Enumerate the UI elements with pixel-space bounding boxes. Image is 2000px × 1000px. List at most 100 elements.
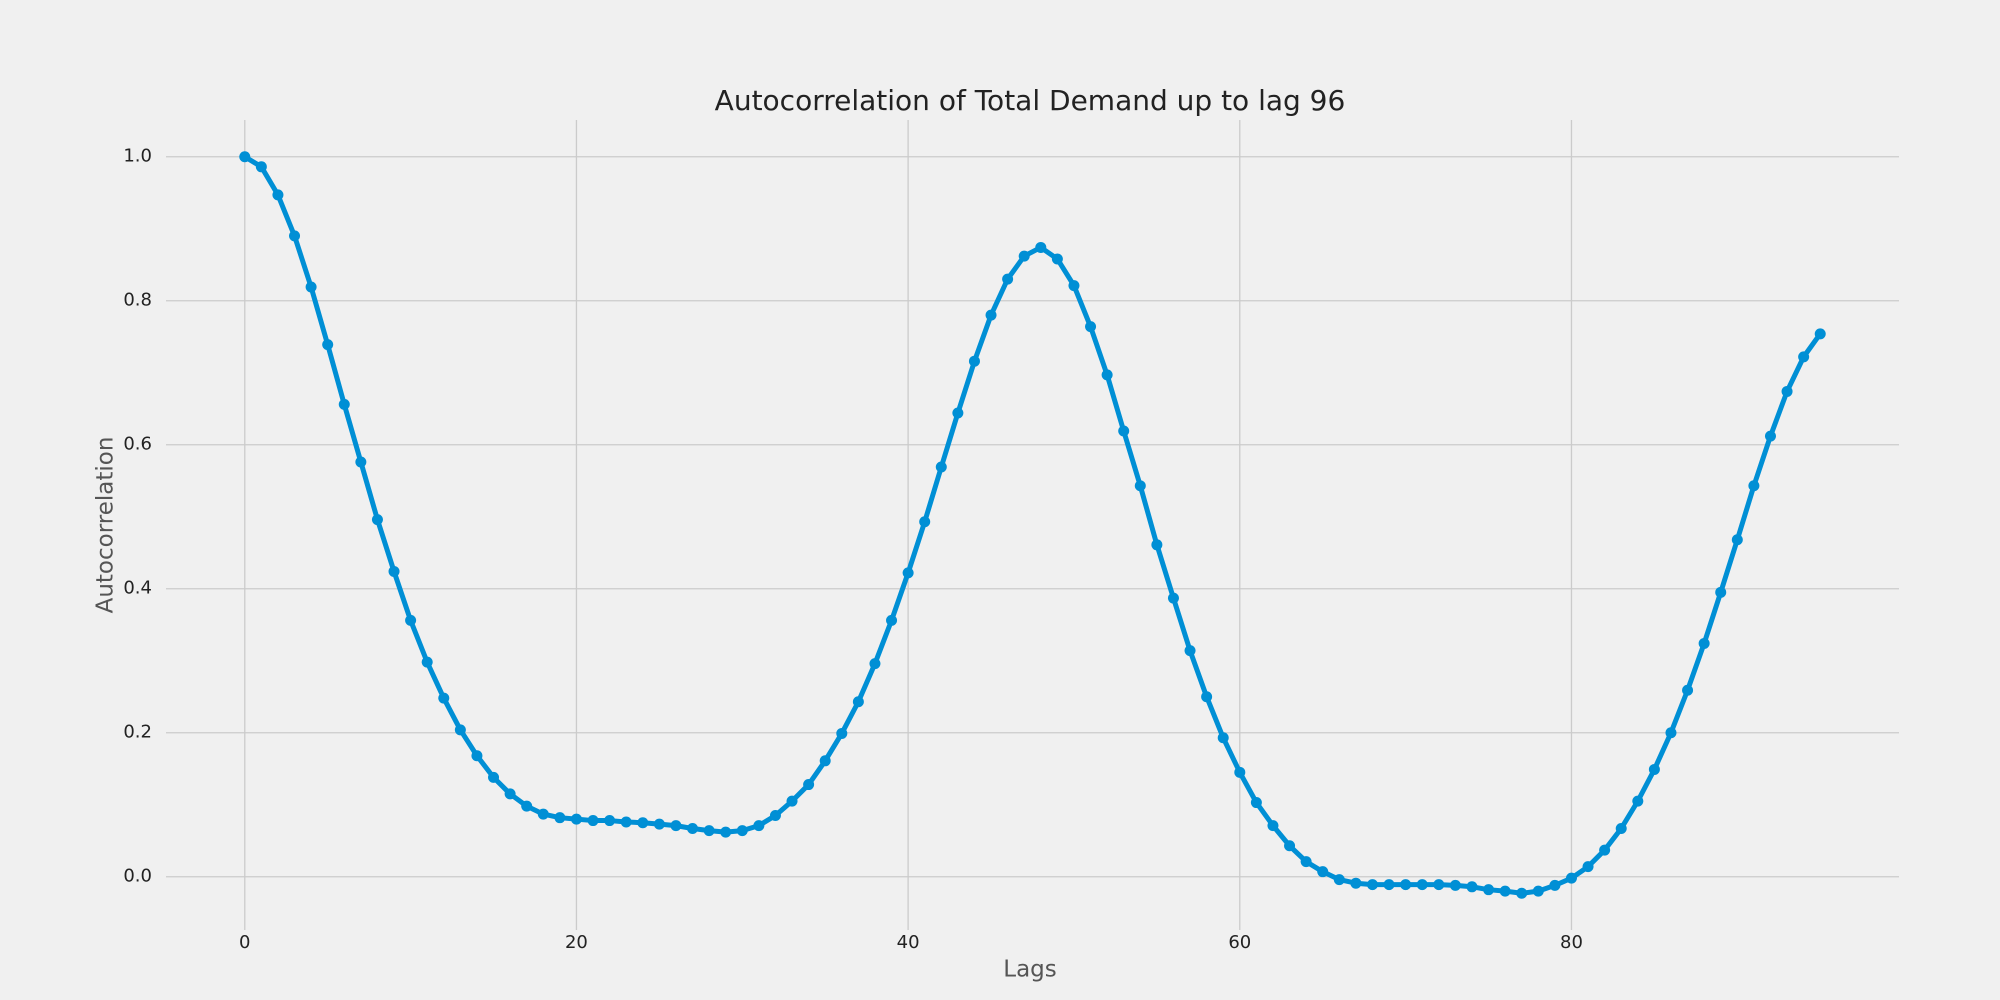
data-point	[653, 818, 665, 830]
data-point	[1118, 425, 1130, 437]
x-tick-label: 20	[565, 932, 588, 953]
data-point	[1400, 879, 1412, 891]
data-point	[985, 309, 997, 321]
data-point	[753, 820, 765, 832]
data-point	[537, 808, 549, 820]
x-tick-label: 0	[239, 932, 250, 953]
data-point	[1366, 879, 1378, 891]
data-point	[1134, 480, 1146, 492]
data-point	[1151, 539, 1163, 551]
data-point	[1814, 328, 1826, 340]
data-point	[1167, 592, 1179, 604]
data-point	[1300, 856, 1312, 868]
data-point	[471, 750, 483, 762]
data-point	[438, 692, 450, 704]
data-point	[1284, 840, 1296, 852]
data-point	[1698, 637, 1710, 649]
data-point	[687, 822, 699, 834]
data-point	[935, 461, 947, 473]
data-point	[836, 727, 848, 739]
data-point	[1018, 250, 1030, 262]
data-point	[338, 398, 350, 410]
data-point	[322, 339, 334, 351]
data-point	[1085, 321, 1097, 333]
data-point	[1615, 822, 1627, 834]
data-point	[803, 779, 815, 791]
data-point	[405, 614, 417, 626]
data-point	[1798, 351, 1810, 363]
data-point	[1748, 480, 1760, 492]
data-point	[1499, 885, 1511, 897]
x-tick-label: 80	[1560, 932, 1583, 953]
x-axis-label: Lags	[1003, 957, 1057, 983]
x-tick-label: 60	[1228, 932, 1251, 953]
data-point	[1648, 763, 1660, 775]
data-point	[1333, 874, 1345, 886]
data-point	[1250, 797, 1262, 809]
data-point	[1582, 861, 1594, 873]
data-point	[504, 788, 516, 800]
data-point	[1035, 241, 1047, 253]
data-point	[421, 656, 433, 668]
chart-title: Autocorrelation of Total Demand up to la…	[715, 84, 1346, 117]
data-point	[1599, 844, 1611, 856]
data-point	[1466, 881, 1478, 893]
data-point	[1516, 887, 1528, 899]
data-point	[869, 658, 881, 670]
data-point	[786, 795, 798, 807]
data-point	[952, 407, 964, 419]
data-point	[289, 230, 301, 242]
data-point	[902, 567, 914, 579]
data-point	[488, 771, 500, 783]
data-point	[1201, 691, 1213, 703]
data-point	[371, 514, 383, 526]
data-point	[886, 614, 898, 626]
y-axis-label: Autocorrelation	[93, 437, 119, 614]
data-point	[968, 355, 980, 367]
data-point	[703, 825, 715, 837]
data-point	[1549, 879, 1561, 891]
data-point	[1217, 732, 1229, 744]
data-point	[720, 826, 732, 838]
data-point	[1764, 430, 1776, 442]
data-point	[388, 565, 400, 577]
data-point	[769, 810, 781, 822]
data-point	[852, 696, 864, 708]
data-point	[1383, 879, 1395, 891]
data-point	[570, 813, 582, 825]
data-point	[1350, 877, 1362, 889]
data-point	[1416, 879, 1428, 891]
data-point	[1715, 586, 1727, 598]
data-point	[1565, 872, 1577, 884]
data-point	[1317, 866, 1329, 878]
y-tick-label: 1.0	[123, 146, 152, 167]
data-point	[1449, 879, 1461, 891]
data-point	[1682, 684, 1694, 696]
data-point	[521, 800, 533, 812]
data-point	[554, 812, 566, 824]
data-point	[819, 755, 831, 767]
data-point	[604, 815, 616, 827]
data-point	[1665, 727, 1677, 739]
data-point	[1781, 385, 1793, 397]
data-point	[637, 817, 649, 829]
data-point	[1632, 795, 1644, 807]
data-point	[670, 820, 682, 832]
y-tick-label: 0.8	[123, 290, 152, 311]
data-point	[919, 516, 931, 528]
data-point	[620, 816, 632, 828]
data-point	[1267, 820, 1279, 832]
data-point	[736, 825, 748, 837]
y-tick-label: 0.6	[123, 434, 152, 455]
data-point	[1731, 534, 1743, 546]
data-point	[355, 456, 367, 468]
data-point	[1234, 766, 1246, 778]
x-tick-label: 40	[897, 932, 920, 953]
y-tick-label: 0.0	[123, 866, 152, 887]
y-tick-label: 0.4	[123, 578, 152, 599]
y-tick-label: 0.2	[123, 722, 152, 743]
data-point	[1433, 879, 1445, 891]
data-point	[239, 151, 251, 163]
data-point	[1532, 885, 1544, 897]
